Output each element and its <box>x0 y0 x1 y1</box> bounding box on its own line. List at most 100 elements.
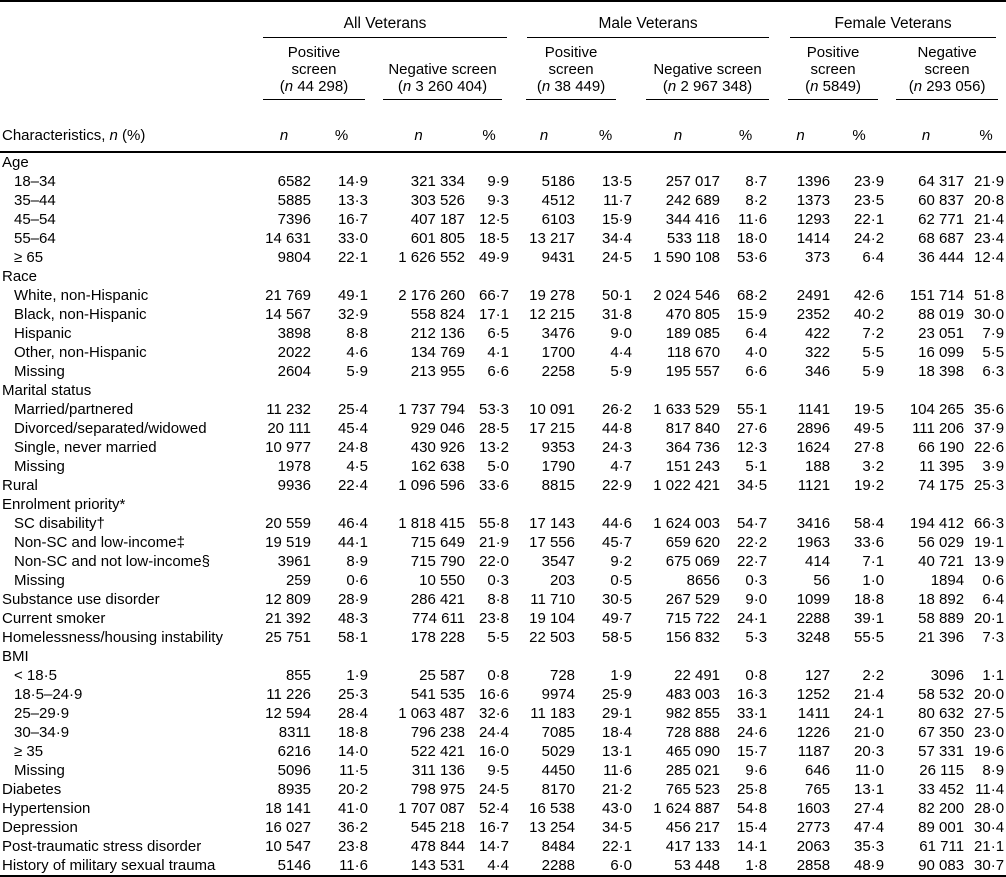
cell-value: 19 278 <box>529 287 576 304</box>
table-row: < 18·5 855 1·9 25 587 0·8 728 1·9 22 491 0·8 127 2… <box>0 666 1006 685</box>
cell-value <box>722 495 769 514</box>
cell-value: 1099 <box>796 591 831 608</box>
cell-value: 24·5 <box>479 781 510 798</box>
cell-value: 5885 <box>277 192 311 209</box>
cell-value: 8935 <box>277 781 311 798</box>
cell-value: 35·6 <box>974 401 1005 418</box>
cell-value: 19 519 <box>265 534 311 551</box>
table-row: ≥ 65 9804 22·1 1 626 552 49·9 9431 24·5 1 590 1… <box>0 248 1006 267</box>
cell-value: 40 721 <box>918 553 965 570</box>
cell-value: 88 019 <box>918 306 965 323</box>
row-label: 45–54 <box>14 211 56 228</box>
cell-value: 16 027 <box>265 819 311 836</box>
cell-value: 21·4 <box>974 211 1005 228</box>
cell-value <box>370 381 467 400</box>
row-label: Non-SC and not low-income§ <box>14 553 210 570</box>
cell-value: 44·1 <box>337 534 368 551</box>
cell-value <box>467 495 511 514</box>
subheader-line: Positive <box>544 44 598 61</box>
group-header-male-veterans: Male Veterans <box>511 1 770 38</box>
cell-value <box>634 267 722 286</box>
cell-value <box>313 152 370 172</box>
cell-value: 0·3 <box>745 572 768 589</box>
cell-value <box>886 647 966 666</box>
table-row: 45–54 7396 16·7 407 187 12·5 6103 15·9 344 416 1… <box>0 210 1006 229</box>
cell-value <box>255 495 313 514</box>
cell-value: 16·0 <box>479 743 510 760</box>
col-header-pct: % <box>966 100 1006 153</box>
subheader-n-line: (n 3 260 404) <box>397 78 488 95</box>
section-header-row: Age <box>0 152 1006 172</box>
cell-value: 675 069 <box>665 553 721 570</box>
cell-value: 12 215 <box>529 306 576 323</box>
cell-value: 24·4 <box>479 724 510 741</box>
cell-value: 25·4 <box>337 401 368 418</box>
cell-value: 49·1 <box>337 287 368 304</box>
cell-value: 25·3 <box>974 477 1005 494</box>
section-label: Enrolment priority* <box>2 496 126 513</box>
cell-value: 68 687 <box>918 230 965 247</box>
cell-value: 22·6 <box>974 439 1005 456</box>
table-row: Married/partnered 11 232 25·4 1 737 794 53·3… <box>0 400 1006 419</box>
cell-value: 151 243 <box>665 458 721 475</box>
cell-value: 22·1 <box>337 249 368 266</box>
cell-value: 26 115 <box>919 762 965 779</box>
spacer-cell <box>0 38 255 100</box>
cell-value: 22·1 <box>854 211 885 228</box>
cell-value: 21·9 <box>974 173 1005 190</box>
table-row: Missing 2604 5·9 213 955 6·6 2258 5·9 195 557 6·… <box>0 362 1006 381</box>
cell-value <box>577 495 634 514</box>
group-label: Male Veterans <box>527 15 770 38</box>
cell-value: 1 063 487 <box>398 705 465 722</box>
cell-value: 66·3 <box>974 515 1005 532</box>
cell-value: 8·2 <box>745 192 768 209</box>
cell-value <box>832 495 886 514</box>
cell-value <box>313 381 370 400</box>
cell-value: 23·5 <box>854 192 885 209</box>
cell-value: 53·3 <box>479 401 510 418</box>
row-label: Divorced/separated/widowed <box>14 420 207 437</box>
row-label: 18·5–24·9 <box>14 686 83 703</box>
subheader-line: Negative screen <box>388 61 497 78</box>
cell-value: 32·6 <box>479 705 510 722</box>
cell-value: 41·0 <box>337 800 368 817</box>
cell-value: 5·5 <box>487 629 510 646</box>
row-label: SC disability† <box>14 515 105 532</box>
cell-value: 6582 <box>277 173 311 190</box>
cell-value: 3961 <box>277 553 311 570</box>
cell-value: 364 736 <box>665 439 721 456</box>
cell-value: 54·8 <box>737 800 768 817</box>
row-label: Diabetes <box>2 781 62 798</box>
cell-value <box>511 381 577 400</box>
cell-value: 89 001 <box>918 819 965 836</box>
cell-value: 478 844 <box>410 838 465 855</box>
cell-value: 54·7 <box>737 515 768 532</box>
cell-value: 1·9 <box>346 667 368 684</box>
row-label: ≥ 65 <box>14 249 44 266</box>
cell-value: 22·7 <box>737 553 768 570</box>
col-header-pct: % <box>577 100 635 153</box>
cell-value: 13 254 <box>529 819 576 836</box>
table-row: History of military sexual trauma 5146 11·… <box>0 856 1006 876</box>
cell-value: 2022 <box>277 344 311 361</box>
cell-value: 11·6 <box>339 857 368 874</box>
cell-value: 23·8 <box>479 610 510 627</box>
cell-value: 23·9 <box>854 173 885 190</box>
cell-value: 8·9 <box>982 762 1005 779</box>
cell-value <box>722 152 769 172</box>
cell-value: 17 143 <box>529 515 576 532</box>
cell-value: 58·4 <box>854 515 885 532</box>
cell-value: 42·6 <box>854 287 885 304</box>
cell-value: 12·3 <box>737 439 768 456</box>
cell-value: 22·2 <box>737 534 768 551</box>
cell-value: 12·4 <box>974 249 1005 266</box>
col-header-n: n <box>255 100 313 153</box>
cell-value: 62 771 <box>918 211 965 228</box>
cell-value <box>769 381 832 400</box>
cell-value: 286 421 <box>410 591 465 608</box>
cell-value: 14·7 <box>479 838 510 855</box>
section-label: Marital status <box>2 382 92 399</box>
cell-value: 6·5 <box>487 325 510 342</box>
cell-value: 4512 <box>541 192 576 209</box>
cell-value: 16·3 <box>737 686 768 703</box>
